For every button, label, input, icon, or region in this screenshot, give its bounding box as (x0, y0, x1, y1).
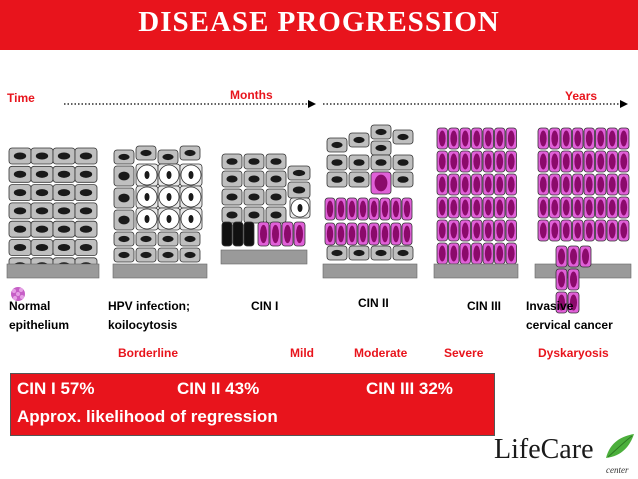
regression-stats-box: CIN I 57% CIN II 43% CIN III 32% Approx.… (10, 373, 495, 436)
logo-sub: center (606, 465, 629, 475)
basement-membrane (112, 263, 208, 279)
stage-cin3-label: CIN III (467, 299, 502, 313)
basement-membrane (220, 249, 308, 265)
stage-invasive-label: Invasive cervical cancer (526, 299, 613, 332)
timeline-years-label: Years (565, 89, 598, 103)
severity-moderate: Moderate (354, 346, 408, 360)
timeline-start-label: Time (7, 91, 35, 105)
stage-cin1-label: CIN I (251, 299, 279, 313)
severity-dyskaryosis: Dyskaryosis (538, 346, 609, 360)
regression-cin1: CIN I 57% (17, 379, 95, 398)
title-bar (0, 0, 638, 50)
basement-membrane (6, 263, 100, 279)
severity-borderline: Borderline (118, 346, 179, 360)
basement-membrane (322, 263, 418, 279)
stage-normal-label: Normal epithelium (9, 299, 70, 332)
regression-cin2: CIN II 43% (177, 379, 260, 398)
logo-name: LifeCare (494, 434, 594, 465)
page-title: DISEASE PROGRESSION (138, 6, 500, 38)
timeline-arrow (64, 100, 628, 108)
severity-mild: Mild (290, 346, 314, 360)
virus-icon (11, 287, 25, 301)
leaf-icon (606, 434, 634, 458)
stage-hpv-label: HPV infection; koilocytosis (108, 299, 191, 332)
lifecare-logo: LifeCare center (490, 430, 638, 479)
severity-severe: Severe (444, 346, 484, 360)
regression-caption: Approx. likelihood of regression (17, 407, 278, 426)
timeline-months-label: Months (230, 88, 273, 102)
basement-membrane (433, 263, 519, 279)
stage-cin2-label: CIN II (358, 296, 389, 310)
regression-cin3: CIN III 32% (366, 379, 453, 398)
